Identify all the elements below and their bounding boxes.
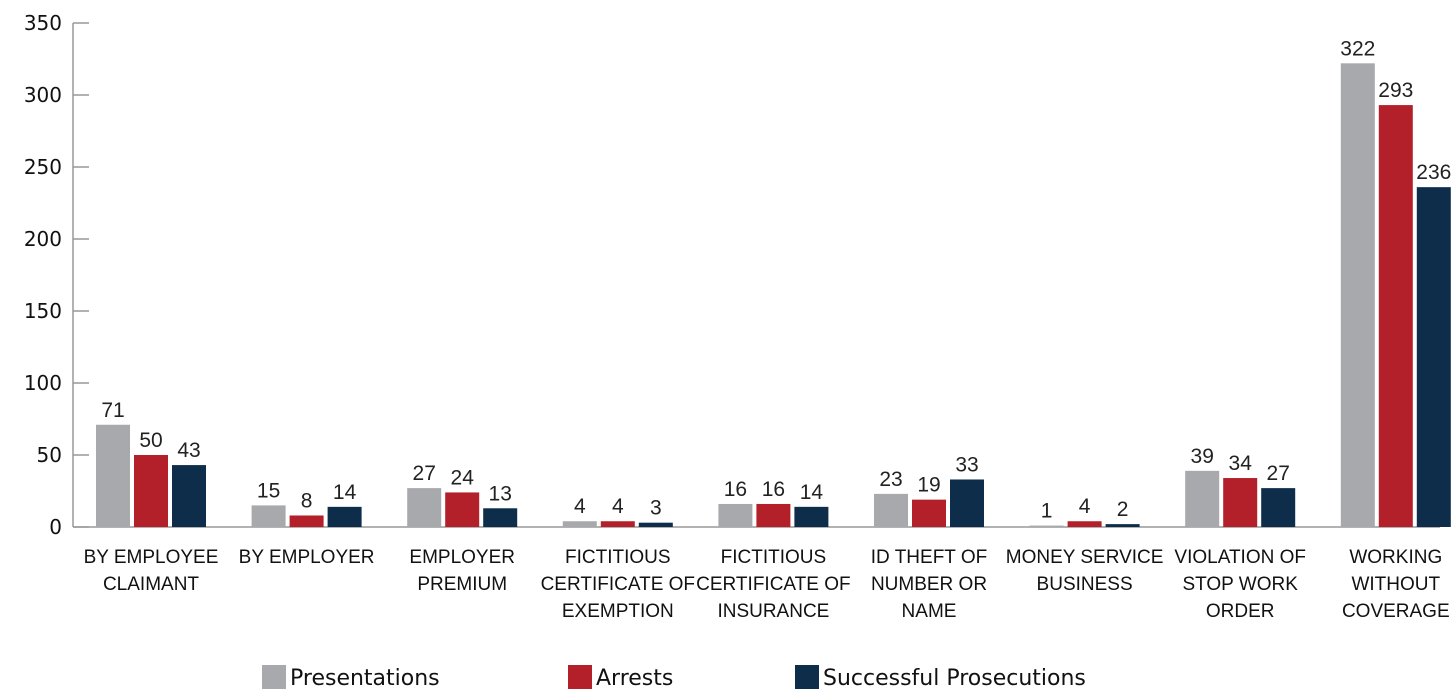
x-tick-label: VIOLATION OF STOP WORK ORDER — [1174, 547, 1306, 622]
legend-label: Successful Prosecutions — [823, 666, 1086, 690]
x-tick-label: BY EMPLOYEE CLAIMANT — [84, 547, 219, 595]
bar — [1416, 187, 1451, 527]
legend-swatch — [795, 665, 819, 689]
y-tick-label: 0 — [49, 515, 62, 539]
bar — [289, 515, 324, 527]
legend-label: Presentations — [290, 666, 440, 690]
bar — [1029, 525, 1064, 527]
bar — [950, 479, 984, 527]
bar — [1261, 488, 1296, 527]
data-label: 293 — [1378, 79, 1413, 102]
bar — [562, 521, 597, 527]
data-label: 71 — [101, 399, 124, 422]
data-label: 27 — [413, 462, 436, 485]
data-label: 50 — [139, 429, 162, 452]
x-tick-label: WORKING WITHOUT COVERAGE — [1342, 547, 1450, 622]
data-label: 39 — [1191, 445, 1214, 468]
bar — [600, 521, 635, 527]
y-tick-label: 50 — [37, 443, 62, 467]
data-label: 236 — [1416, 161, 1451, 184]
bar — [1105, 524, 1140, 527]
bar — [874, 493, 908, 527]
bar — [134, 455, 168, 527]
data-label: 27 — [1267, 462, 1290, 485]
x-tick-label: ID THEFT OF NUMBER OR NAME — [871, 547, 987, 622]
bar — [912, 499, 946, 527]
y-tick-label: 150 — [24, 299, 62, 323]
bar — [445, 492, 480, 527]
bar — [251, 505, 286, 527]
x-tick-label: FICTITIOUS CERTIFICATE OF EXEMPTION — [541, 547, 695, 622]
bar — [1340, 63, 1375, 527]
x-tick-label: BY EMPLOYER — [239, 547, 375, 568]
data-label: 33 — [955, 453, 978, 476]
data-label: 24 — [451, 466, 475, 489]
y-tick-label: 250 — [24, 155, 62, 179]
y-tick-label: 100 — [24, 371, 62, 395]
bar — [718, 503, 753, 527]
bar — [794, 506, 829, 527]
bar — [1223, 478, 1258, 527]
x-tick-label: EMPLOYER PREMIUM — [409, 547, 515, 595]
data-label: 4 — [1079, 495, 1091, 518]
x-tick-label: MONEY SERVICE BUSINESS — [1006, 547, 1164, 595]
bar — [1067, 521, 1102, 527]
legend-label: Arrests — [596, 666, 673, 690]
data-label: 19 — [917, 474, 940, 497]
data-label: 16 — [724, 478, 747, 501]
legend-swatch — [568, 665, 592, 689]
y-tick-label: 350 — [24, 11, 62, 35]
bar — [1185, 470, 1220, 527]
data-label: 13 — [489, 482, 512, 505]
bar — [172, 465, 206, 527]
data-label: 34 — [1229, 452, 1253, 475]
data-label: 3 — [650, 497, 662, 520]
data-label: 14 — [333, 481, 357, 504]
legend-swatch — [262, 665, 286, 689]
data-label: 322 — [1340, 37, 1375, 60]
data-label: 2 — [1117, 498, 1129, 521]
x-tick-label: FICTITIOUS CERTIFICATE OF INSURANCE — [696, 547, 850, 622]
data-label: 4 — [574, 495, 586, 518]
bar — [638, 522, 673, 527]
bar — [327, 506, 362, 527]
data-label: 43 — [177, 439, 200, 462]
y-tick-label: 300 — [24, 83, 62, 107]
data-label: 15 — [257, 479, 280, 502]
data-label: 8 — [301, 489, 313, 512]
data-label: 23 — [879, 468, 902, 491]
data-label: 16 — [762, 478, 785, 501]
bar — [407, 488, 442, 527]
bars — [96, 63, 1451, 527]
data-label: 1 — [1041, 500, 1053, 523]
data-label: 14 — [800, 481, 824, 504]
legend: Presentations Arrests Successful Prosecuti… — [262, 665, 1086, 690]
bar — [756, 503, 791, 527]
data-label: 4 — [612, 495, 624, 518]
bar — [96, 424, 130, 527]
y-tick-label: 200 — [24, 227, 62, 251]
bar — [1378, 105, 1413, 527]
bar — [483, 508, 518, 527]
